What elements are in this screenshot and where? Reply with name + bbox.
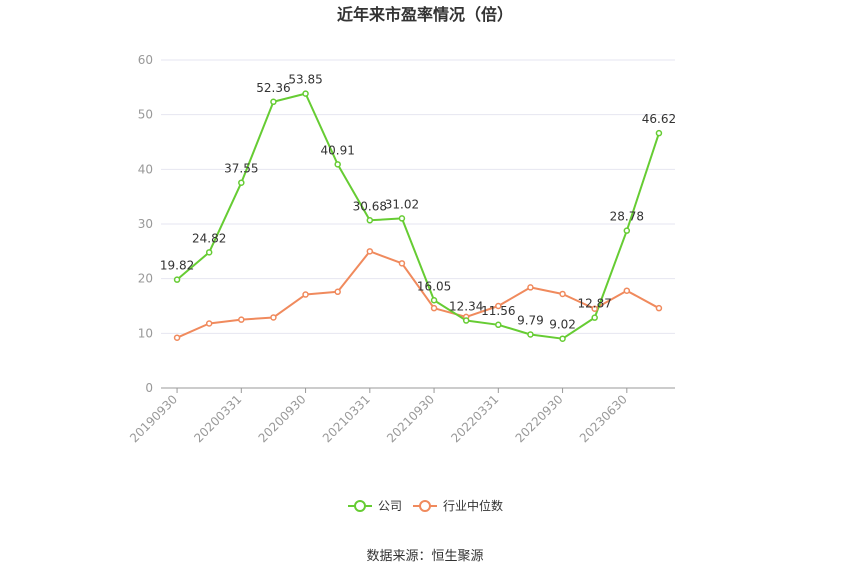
data-point xyxy=(334,161,341,168)
legend-label: 公司 xyxy=(378,499,402,513)
data-label: 53.85 xyxy=(288,73,322,87)
legend-label: 行业中位数 xyxy=(443,498,503,513)
series-line-0 xyxy=(176,92,660,340)
data-point xyxy=(527,284,534,291)
data-point xyxy=(270,98,277,106)
data-label: 31.02 xyxy=(385,197,419,211)
y-axis: 0 10 20 30 40 50 60 xyxy=(138,53,153,395)
legend-marker-icon xyxy=(419,500,431,512)
data-label: 19.82 xyxy=(160,259,194,273)
data-label: 30.68 xyxy=(353,199,387,213)
legend-item-0[interactable]: 公司 xyxy=(348,499,402,513)
data-label: 9.02 xyxy=(549,318,576,332)
data-point xyxy=(398,260,406,267)
data-point xyxy=(623,227,631,234)
data-label: 12.87 xyxy=(578,297,612,311)
y-tick-label: 50 xyxy=(138,108,153,122)
x-tick-label: 20190930 xyxy=(127,392,180,445)
data-point xyxy=(173,276,181,283)
x-tick-label: 20220331 xyxy=(448,392,501,445)
data-point xyxy=(302,90,309,97)
data-label: 11.56 xyxy=(481,304,515,318)
y-tick-label: 20 xyxy=(138,272,153,286)
data-point xyxy=(366,248,374,255)
series-points xyxy=(173,90,663,342)
data-point xyxy=(366,217,374,224)
data-point xyxy=(302,291,309,298)
data-point xyxy=(623,287,631,294)
x-axis: 20190930 20200331 20200930 20210331 20210930… xyxy=(127,387,675,445)
legend-marker-icon xyxy=(354,500,366,512)
series-line-1 xyxy=(176,250,660,339)
data-label: 46.62 xyxy=(642,112,676,126)
data-point xyxy=(205,320,213,327)
data-label: 40.91 xyxy=(321,143,355,157)
data-label: 9.79 xyxy=(517,313,544,327)
data-point xyxy=(495,302,502,310)
source-text: 数据来源：恒生聚源 xyxy=(366,549,483,564)
data-point xyxy=(430,304,438,312)
data-point xyxy=(655,304,663,312)
x-tick-label: 20200930 xyxy=(256,392,309,445)
x-tick-label: 20210930 xyxy=(384,392,437,445)
x-tick-label: 20210331 xyxy=(320,392,373,445)
data-point xyxy=(495,321,502,329)
data-point xyxy=(591,305,598,312)
data-point xyxy=(655,129,663,137)
data-label: 52.36 xyxy=(256,81,290,95)
data-point xyxy=(205,249,213,256)
data-label: 16.05 xyxy=(417,279,451,293)
data-point xyxy=(173,334,181,341)
x-tick-label: 20220930 xyxy=(513,392,566,445)
data-point xyxy=(591,314,598,321)
data-point xyxy=(559,290,566,298)
legend-item-1[interactable]: 行业中位数 xyxy=(413,498,503,513)
data-point xyxy=(527,331,534,338)
data-label: 12.34 xyxy=(449,300,483,314)
data-point xyxy=(334,288,341,296)
x-tick-label: 20200331 xyxy=(191,392,244,445)
data-point xyxy=(238,316,245,323)
data-point xyxy=(270,314,277,321)
legend[interactable]: 公司 行业中位数 xyxy=(348,498,503,513)
data-point xyxy=(238,179,245,186)
y-tick-label: 60 xyxy=(138,53,153,67)
y-tick-label: 40 xyxy=(138,162,153,176)
y-tick-label: 10 xyxy=(138,326,153,340)
data-point xyxy=(398,215,406,222)
data-point xyxy=(430,297,438,304)
y-tick-label: 0 xyxy=(145,381,153,395)
chart-title: 近年来市盈率情况（倍） xyxy=(337,5,513,24)
data-label: 28.78 xyxy=(610,210,644,224)
x-tick-label: 20230630 xyxy=(577,392,630,445)
data-label: 24.82 xyxy=(192,231,226,245)
data-point xyxy=(462,317,470,324)
series-lines xyxy=(176,92,660,340)
y-tick-label: 30 xyxy=(138,217,153,231)
data-point xyxy=(559,335,566,342)
data-label: 37.55 xyxy=(224,162,258,176)
